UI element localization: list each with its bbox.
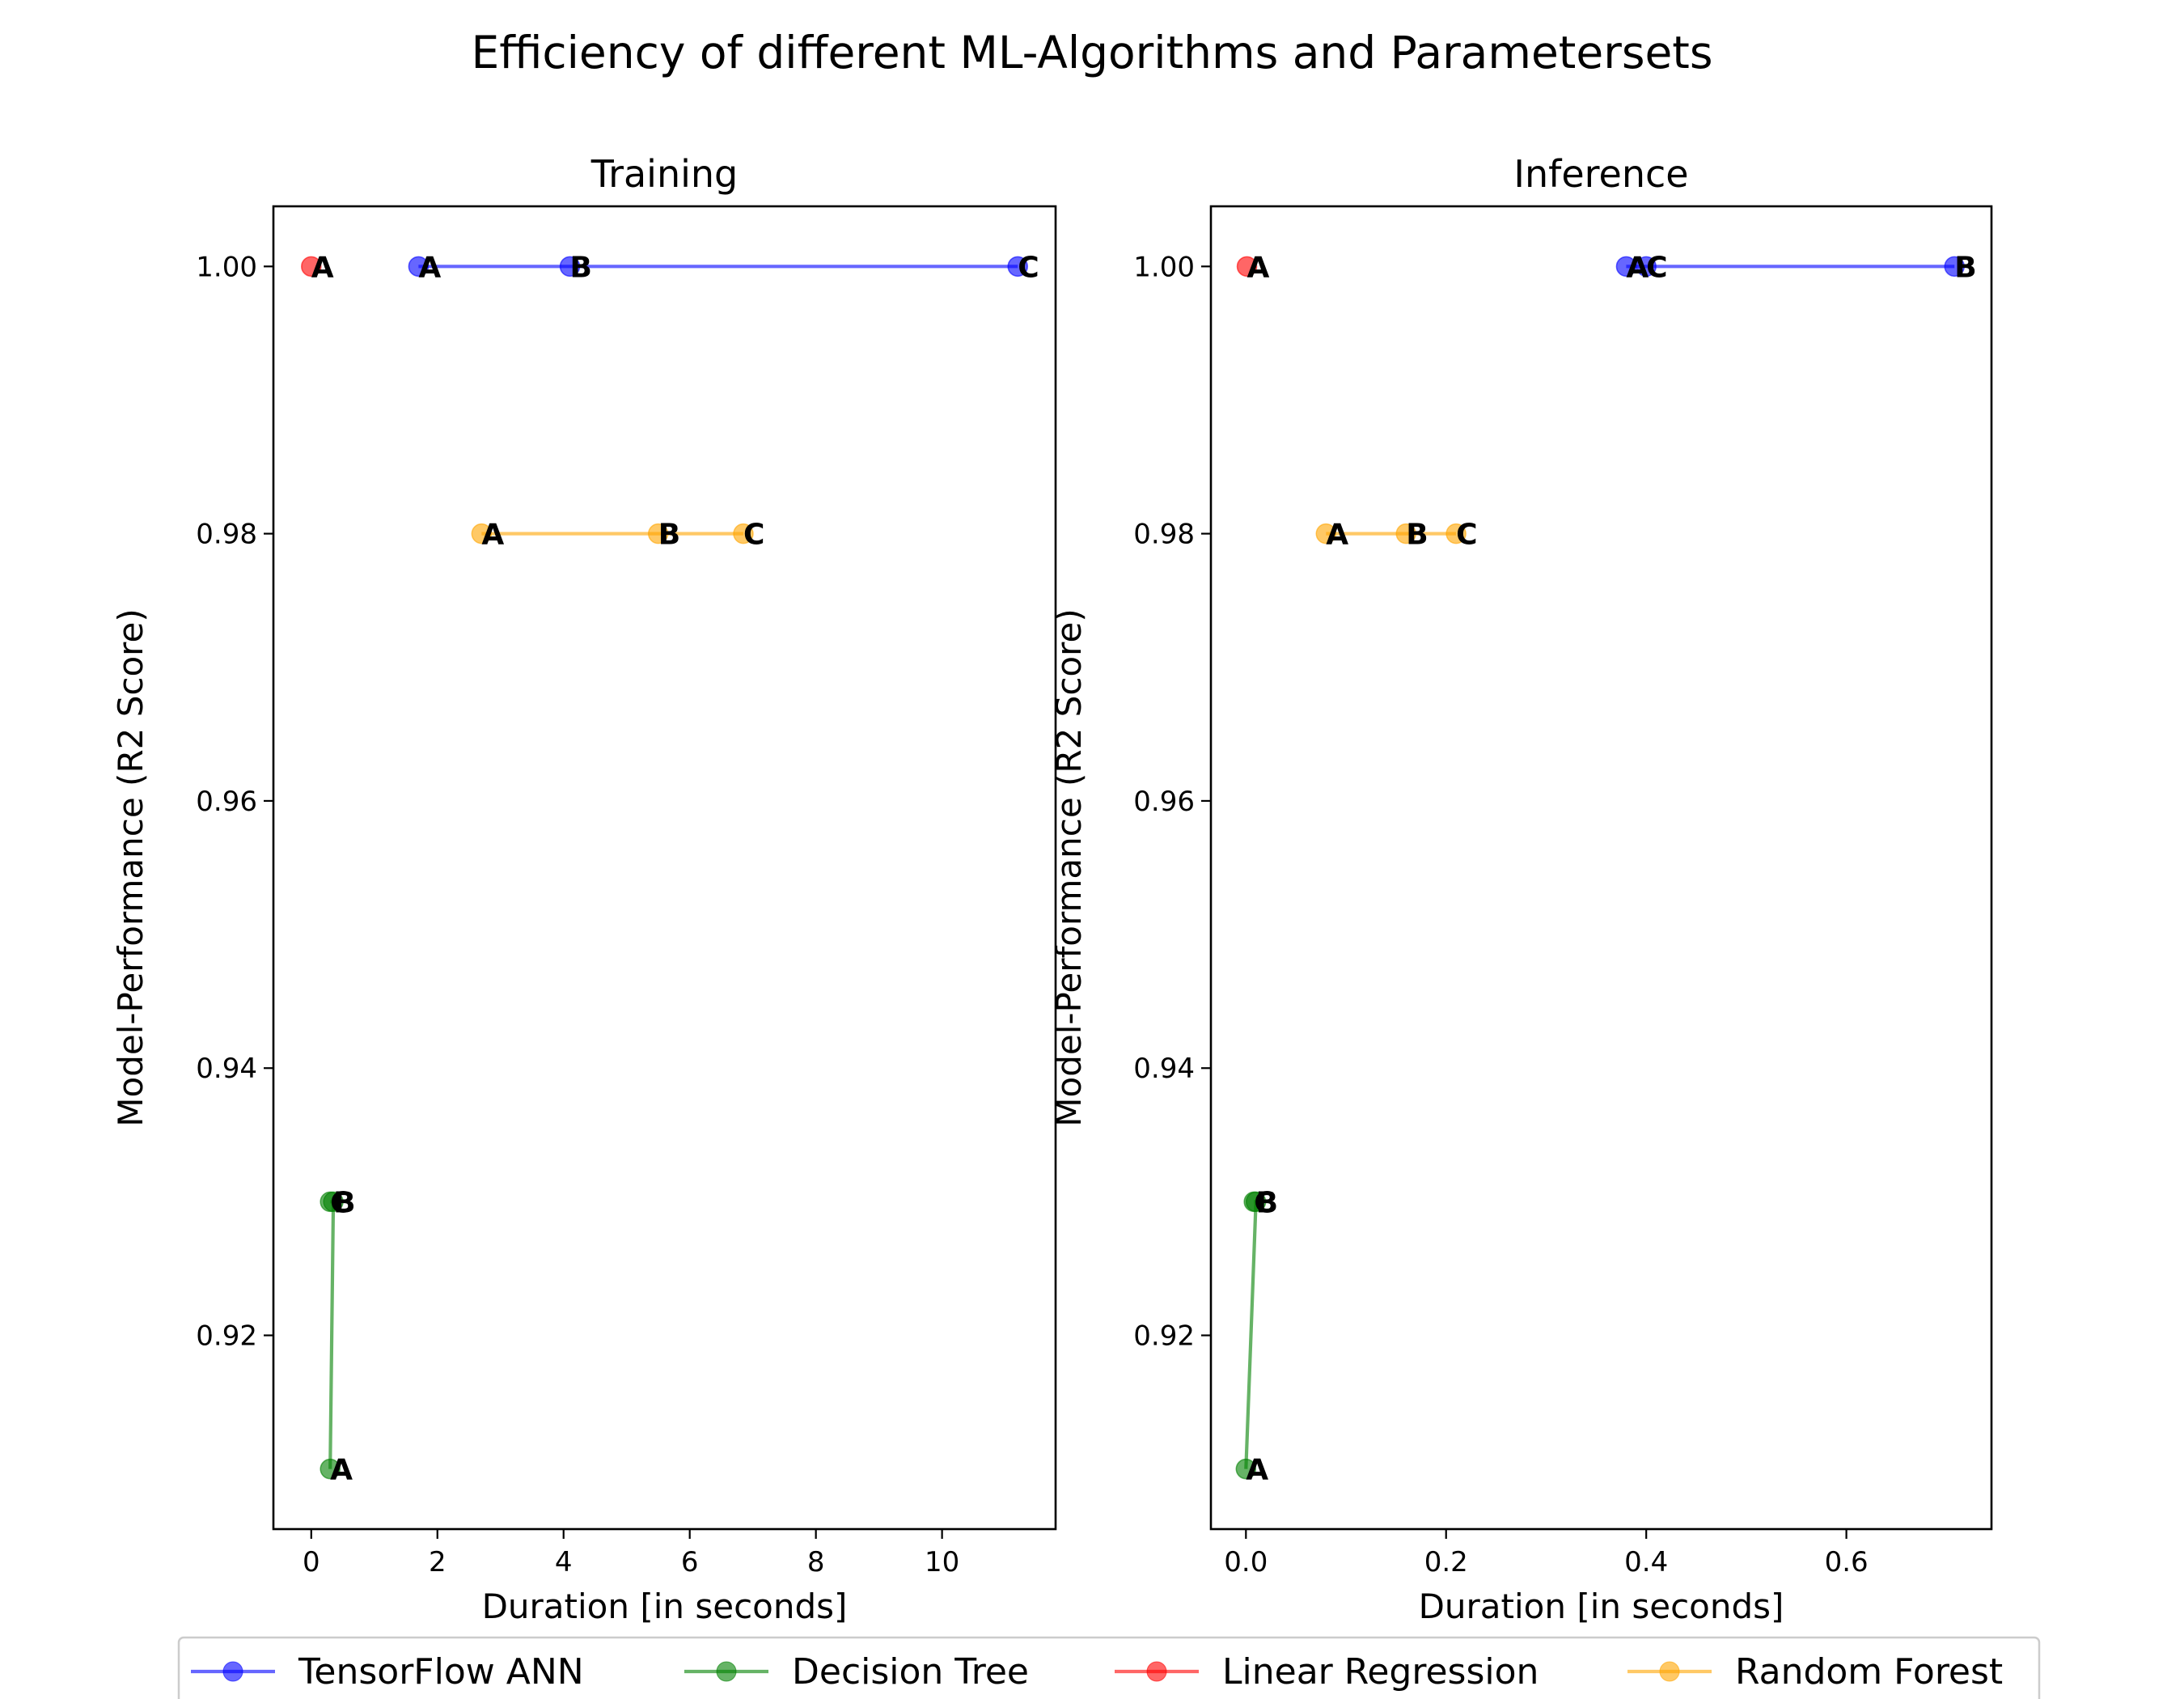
inference-x-tick-label: 0.4 <box>1624 1546 1668 1578</box>
data-point-label: B <box>333 1186 355 1219</box>
data-point-label: A <box>330 1454 353 1487</box>
inference-x-tick-label: 0.0 <box>1224 1546 1268 1578</box>
training-y-tick-label: 0.94 <box>196 1053 257 1085</box>
data-point <box>1395 523 1416 544</box>
data-point-label: A <box>1247 251 1270 284</box>
data-point <box>1236 256 1258 278</box>
training-y-tick-label: 1.00 <box>196 251 257 283</box>
data-point <box>1235 1458 1257 1480</box>
data-point-label: C <box>1018 251 1039 284</box>
inference-x-tick-label: 0.2 <box>1424 1546 1468 1578</box>
data-point-label: A <box>1626 251 1649 284</box>
legend: TensorFlow ANN Decision Tree Linear Regres… <box>177 1636 2041 1699</box>
legend-label: Linear Regression <box>1222 1651 1539 1693</box>
panel-inference: Inference 0.92 0.94 0.96 0.98 1.00 0.0 0.2 0.4 0.… <box>1049 152 1993 1626</box>
inference-x-tick-label: 0.6 <box>1825 1546 1869 1578</box>
legend-label: TensorFlow ANN <box>298 1651 584 1693</box>
training-series-decision-tree: A BC <box>320 1186 356 1487</box>
training-x-tick-label: 8 <box>807 1546 825 1578</box>
training-y-tick-label: 0.96 <box>196 786 257 818</box>
data-point-label: C <box>743 519 764 552</box>
training-x-tick-label: 6 <box>681 1546 699 1578</box>
inference-y-tick-label: 0.92 <box>1133 1320 1195 1353</box>
training-x-axis-label: Duration [in seconds] <box>482 1587 848 1626</box>
data-point <box>1243 1191 1264 1213</box>
data-point-label: B <box>570 251 592 284</box>
inference-y-tick-label: 0.96 <box>1133 786 1195 818</box>
training-y-tick-label: 0.92 <box>196 1320 257 1353</box>
data-point <box>1636 256 1657 278</box>
data-point <box>320 1458 341 1480</box>
inference-x-axis-label: Duration [in seconds] <box>1419 1587 1784 1626</box>
training-title: Training <box>590 152 739 196</box>
inference-series-decision-tree: A BC <box>1235 1186 1278 1487</box>
legend-box <box>177 1636 2041 1699</box>
training-x-tick-label: 4 <box>555 1546 573 1578</box>
data-point <box>1315 523 1337 544</box>
legend-entry-random-forest: Random Forest <box>1627 1651 2003 1693</box>
training-x-tick-label: 10 <box>925 1546 959 1578</box>
data-point <box>559 256 581 278</box>
data-point <box>301 256 322 278</box>
inference-series-linear-regression: A <box>1236 251 1270 284</box>
data-point-label: B <box>658 519 680 552</box>
training-series-linear-regression: A <box>301 251 334 284</box>
inference-y-tick-label: 0.98 <box>1133 519 1195 551</box>
data-point-label: C <box>1646 251 1667 284</box>
data-point <box>647 523 669 544</box>
inference-y-tick-label: 0.94 <box>1133 1053 1195 1085</box>
legend-label: Decision Tree <box>792 1651 1029 1693</box>
data-point-label: B <box>1954 251 1976 284</box>
panel-training: Training 0.92 0.94 0.96 0.98 1.00 0 2 4 6 8 10 Durat… <box>111 152 1057 1626</box>
inference-y-axis-label: Model-Performance (R2 Score) <box>1049 608 1089 1126</box>
data-point-label: A <box>418 251 441 284</box>
legend-marker <box>1146 1661 1167 1682</box>
training-series-tensorflow-ann: A B C <box>408 251 1039 284</box>
data-point <box>320 1191 341 1213</box>
training-x-tick-label: 0 <box>303 1546 320 1578</box>
data-point-label: B <box>1406 519 1428 552</box>
data-point-label: C <box>1254 1186 1275 1219</box>
inference-y-tick-label: 1.00 <box>1133 251 1195 283</box>
training-axes-frame <box>272 205 1057 1531</box>
training-series-random-forest: A B C <box>471 519 764 552</box>
figure-title: Efficiency of different ML-Algorithms an… <box>471 27 1712 78</box>
data-point <box>1007 256 1028 278</box>
legend-entry-tensorflow-ann: TensorFlow ANN <box>191 1651 584 1693</box>
data-point-label: A <box>311 251 334 284</box>
data-point-label: A <box>481 519 504 552</box>
legend-marker <box>222 1661 243 1682</box>
data-point-label: A <box>1246 1454 1268 1487</box>
legend-entry-linear-regression: Linear Regression <box>1115 1651 1539 1693</box>
legend-marker <box>1659 1661 1680 1682</box>
training-y-tick-label: 0.98 <box>196 519 257 551</box>
inference-title: Inference <box>1513 152 1688 196</box>
data-point <box>408 256 430 278</box>
legend-label: Random Forest <box>1735 1651 2003 1693</box>
data-point-label: A <box>1326 519 1348 552</box>
data-point <box>1944 256 1965 278</box>
legend-marker <box>716 1661 737 1682</box>
data-point-label: B <box>1256 1186 1278 1219</box>
data-point-label: C <box>1456 519 1477 552</box>
inference-series-tensorflow-ann: A B C <box>1615 251 1977 284</box>
data-point-label: C <box>330 1186 351 1219</box>
data-point <box>1445 523 1467 544</box>
data-point <box>733 523 754 544</box>
training-y-axis-label: Model-Performance (R2 Score) <box>111 608 150 1126</box>
training-x-tick-label: 2 <box>429 1546 447 1578</box>
inference-axes-frame <box>1209 205 1993 1531</box>
legend-entry-decision-tree: Decision Tree <box>684 1651 1029 1693</box>
data-point <box>471 523 493 544</box>
